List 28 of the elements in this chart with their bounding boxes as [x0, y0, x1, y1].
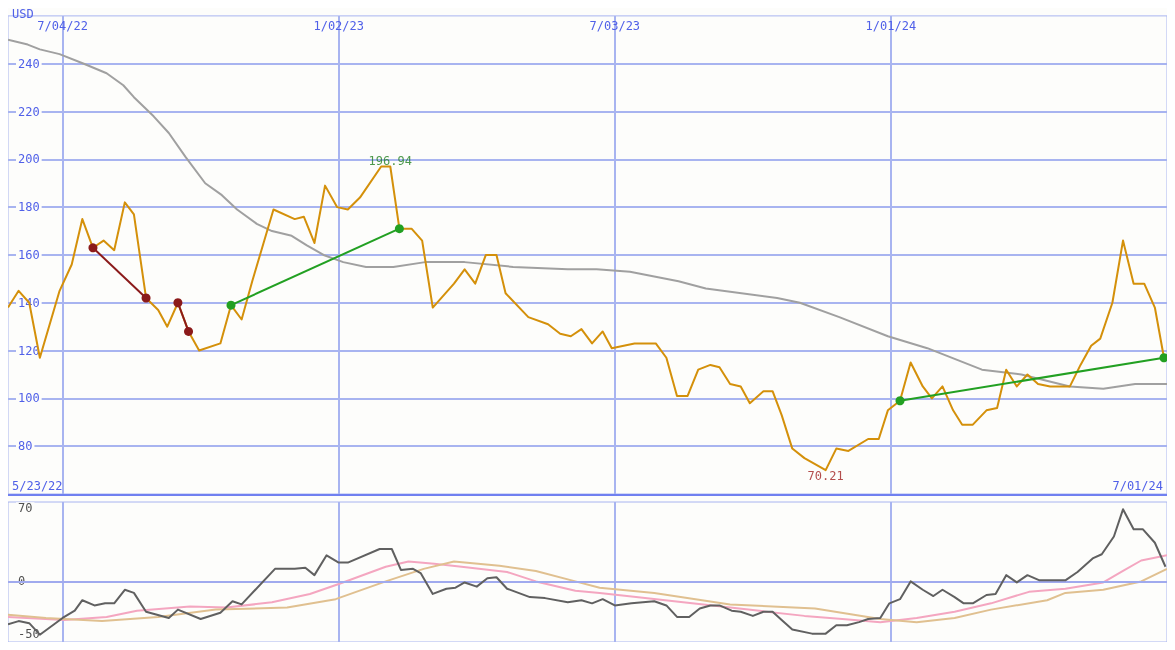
- annotation: 5/23/22: [12, 479, 63, 493]
- point: [141, 293, 151, 303]
- point: [184, 326, 194, 336]
- y-tick-label: 180: [18, 200, 40, 215]
- y-tick-label: 220: [18, 104, 40, 119]
- annotation: 7/01/24: [1112, 479, 1164, 493]
- y-tick-label: 160: [18, 247, 40, 262]
- y-tick-label: 200: [18, 152, 40, 167]
- y-tick-label: 70: [18, 501, 33, 516]
- x-tick-label: 7/04/22: [37, 18, 88, 33]
- point: [88, 243, 98, 253]
- x-tick-label: 7/03/23: [589, 18, 641, 33]
- point: [394, 224, 404, 234]
- point: [895, 396, 905, 406]
- line-series: [8, 165, 1165, 472]
- y-tick-label: 100: [18, 391, 40, 406]
- point: [226, 300, 236, 310]
- y-tick-label: 80: [18, 439, 33, 454]
- y-tick-label: -50: [18, 626, 40, 641]
- y-axis-title: USD: [12, 7, 34, 21]
- y-tick-label: 240: [18, 56, 40, 71]
- annotation: 70.21: [807, 468, 844, 483]
- annotation: 196.94: [368, 153, 412, 168]
- x-tick-label: 1/02/23: [313, 18, 364, 33]
- point: [173, 298, 183, 308]
- point: [1159, 353, 1167, 363]
- line-series: [8, 38, 1167, 390]
- x-tick-label: 1/01/24: [865, 18, 917, 33]
